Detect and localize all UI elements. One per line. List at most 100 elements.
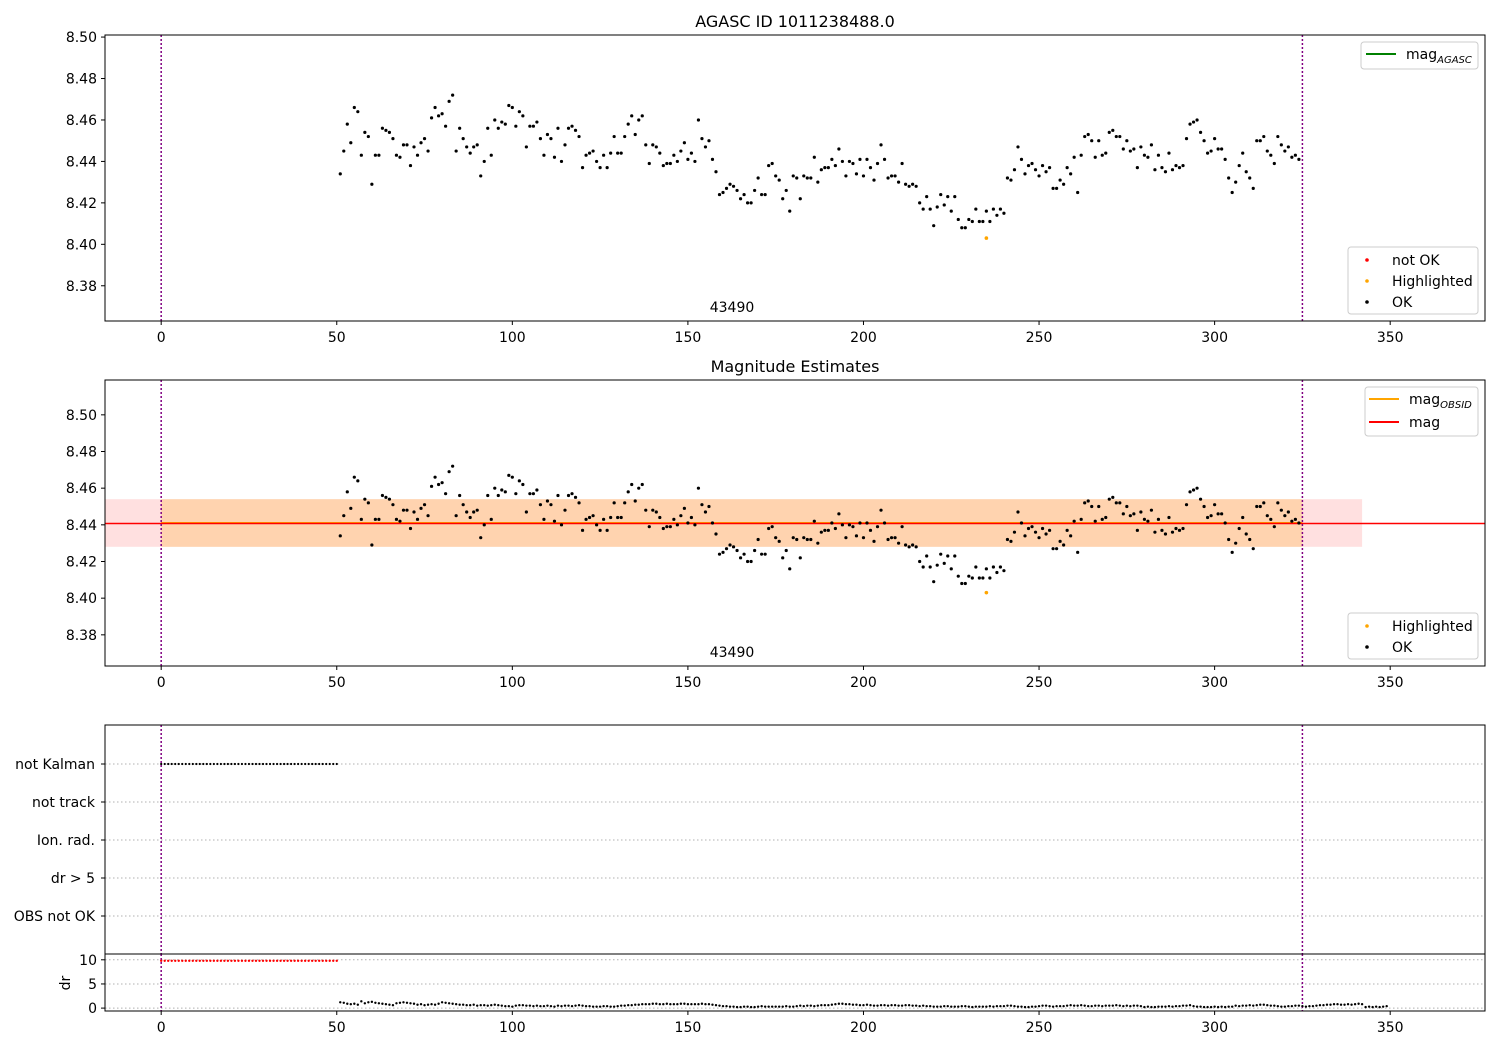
ok-point <box>465 145 469 149</box>
dr-point <box>1346 1003 1350 1006</box>
dr-point <box>777 1005 781 1008</box>
dr-point <box>528 1004 532 1007</box>
ok-point <box>844 536 848 540</box>
dr-point <box>1374 1005 1378 1008</box>
ok-point <box>570 492 574 496</box>
ok-point <box>401 508 406 512</box>
ok-point <box>1160 166 1164 170</box>
dr-point <box>813 1004 816 1008</box>
dr-point <box>841 1002 844 1005</box>
ok-point <box>359 517 363 521</box>
ok-point <box>633 499 637 503</box>
ok-point <box>573 128 578 132</box>
dr-point <box>964 1004 967 1008</box>
dr-point <box>788 1005 791 1008</box>
ok-point <box>665 525 669 529</box>
ok-point <box>415 517 420 521</box>
dr-point <box>479 1004 482 1007</box>
x-tick-label: 100 <box>499 330 526 346</box>
dr-point <box>542 1004 546 1008</box>
ok-point <box>1002 569 1006 573</box>
ok-point <box>451 93 455 97</box>
ok-point <box>1051 547 1055 551</box>
dr-red-point <box>198 959 202 962</box>
dr-red-point <box>219 959 223 962</box>
ok-point <box>521 482 525 487</box>
dr-point <box>641 1003 644 1006</box>
x-tick-label: 350 <box>1377 330 1404 346</box>
legend-marker-ok <box>1365 645 1369 649</box>
y-tick-label: 8.40 <box>66 237 97 253</box>
ok-point <box>556 493 560 498</box>
ok-point <box>795 176 799 180</box>
ok-point <box>721 550 725 554</box>
dr-red-point <box>216 959 219 962</box>
ok-point <box>458 126 462 130</box>
ok-point <box>879 508 883 512</box>
ok-point <box>812 155 816 159</box>
dr-point <box>711 1003 714 1006</box>
ok-point <box>823 528 827 532</box>
dr-point <box>1041 1004 1044 1007</box>
dr-point <box>725 1004 728 1008</box>
ok-point <box>700 137 704 141</box>
y-tick-label: 8.50 <box>66 30 97 46</box>
x-tick-label: 0 <box>157 675 166 691</box>
ok-point <box>703 510 708 514</box>
ok-point <box>500 120 504 124</box>
ok-point <box>795 537 799 542</box>
ok-point <box>415 153 420 157</box>
ok-point <box>542 153 546 157</box>
ok-point <box>1255 139 1259 143</box>
ok-point <box>566 493 571 498</box>
ok-point <box>447 99 451 103</box>
ok-point <box>896 541 901 545</box>
dr-point <box>1178 1004 1181 1008</box>
dr-point <box>454 1003 458 1006</box>
dr-point <box>440 1001 444 1004</box>
dr-red-point <box>226 959 230 962</box>
ok-point <box>816 541 820 545</box>
dr-point <box>1209 1005 1213 1009</box>
ok-point <box>419 506 423 510</box>
dr-point <box>1051 1005 1055 1008</box>
dr-point <box>356 1003 360 1006</box>
x-tick-label: 200 <box>850 330 877 346</box>
dr-point <box>1062 1004 1065 1008</box>
not-kalman-point <box>304 762 307 766</box>
ok-point <box>893 174 897 178</box>
legend-label-not-ok: not OK <box>1392 253 1440 269</box>
dr-point <box>799 1004 802 1007</box>
not-kalman-point <box>325 762 328 766</box>
ok-point <box>651 143 655 147</box>
ok-point <box>763 192 767 197</box>
ok-point <box>612 134 616 139</box>
ok-point <box>949 567 953 571</box>
ok-point <box>1023 172 1027 176</box>
dr-red-point <box>163 959 166 962</box>
ok-point <box>531 124 535 128</box>
dr-point <box>1048 1004 1051 1008</box>
ok-point <box>1040 526 1045 531</box>
ok-point <box>496 126 500 130</box>
dr-point <box>1094 1004 1097 1007</box>
ok-point <box>1076 550 1080 554</box>
ok-point <box>408 526 413 531</box>
ok-point <box>454 514 458 518</box>
ok-point <box>963 226 967 230</box>
dr-point <box>1304 1005 1308 1008</box>
ok-point <box>1269 153 1273 157</box>
dr-point <box>476 1004 479 1007</box>
ok-point <box>1107 130 1111 135</box>
panel-magnitude-obsid-label: 43490 <box>710 645 755 661</box>
dr-point <box>1097 1004 1100 1007</box>
dr-point <box>381 1002 384 1005</box>
not-kalman-point <box>219 762 222 766</box>
dr-red-point <box>159 959 163 962</box>
dr-point <box>978 1005 981 1008</box>
not-kalman-point <box>163 762 166 766</box>
dr-point <box>1115 1004 1118 1007</box>
dr-point <box>1199 1005 1202 1008</box>
dr-point <box>1118 1004 1122 1007</box>
ok-point <box>595 523 599 527</box>
